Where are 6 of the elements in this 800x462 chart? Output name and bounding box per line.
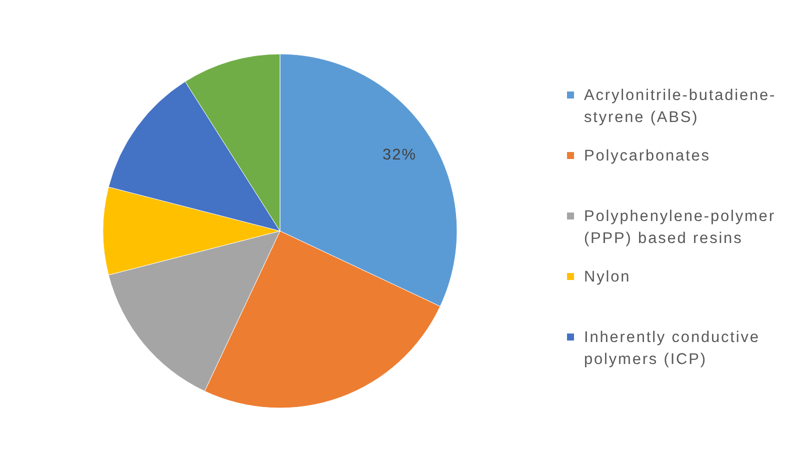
legend-label: Polycarbonates [584,147,710,164]
legend-label: Polyphenylene-polymer (PPP) based resins [584,208,776,246]
legend-label: Nylon [584,268,631,285]
legend-label: Inherently conductive polymers (ICP) [584,328,760,368]
data-label: 32% [382,146,417,164]
legend-label: Acrylonitrile-butadiene-styrene (ABS) [584,86,776,126]
